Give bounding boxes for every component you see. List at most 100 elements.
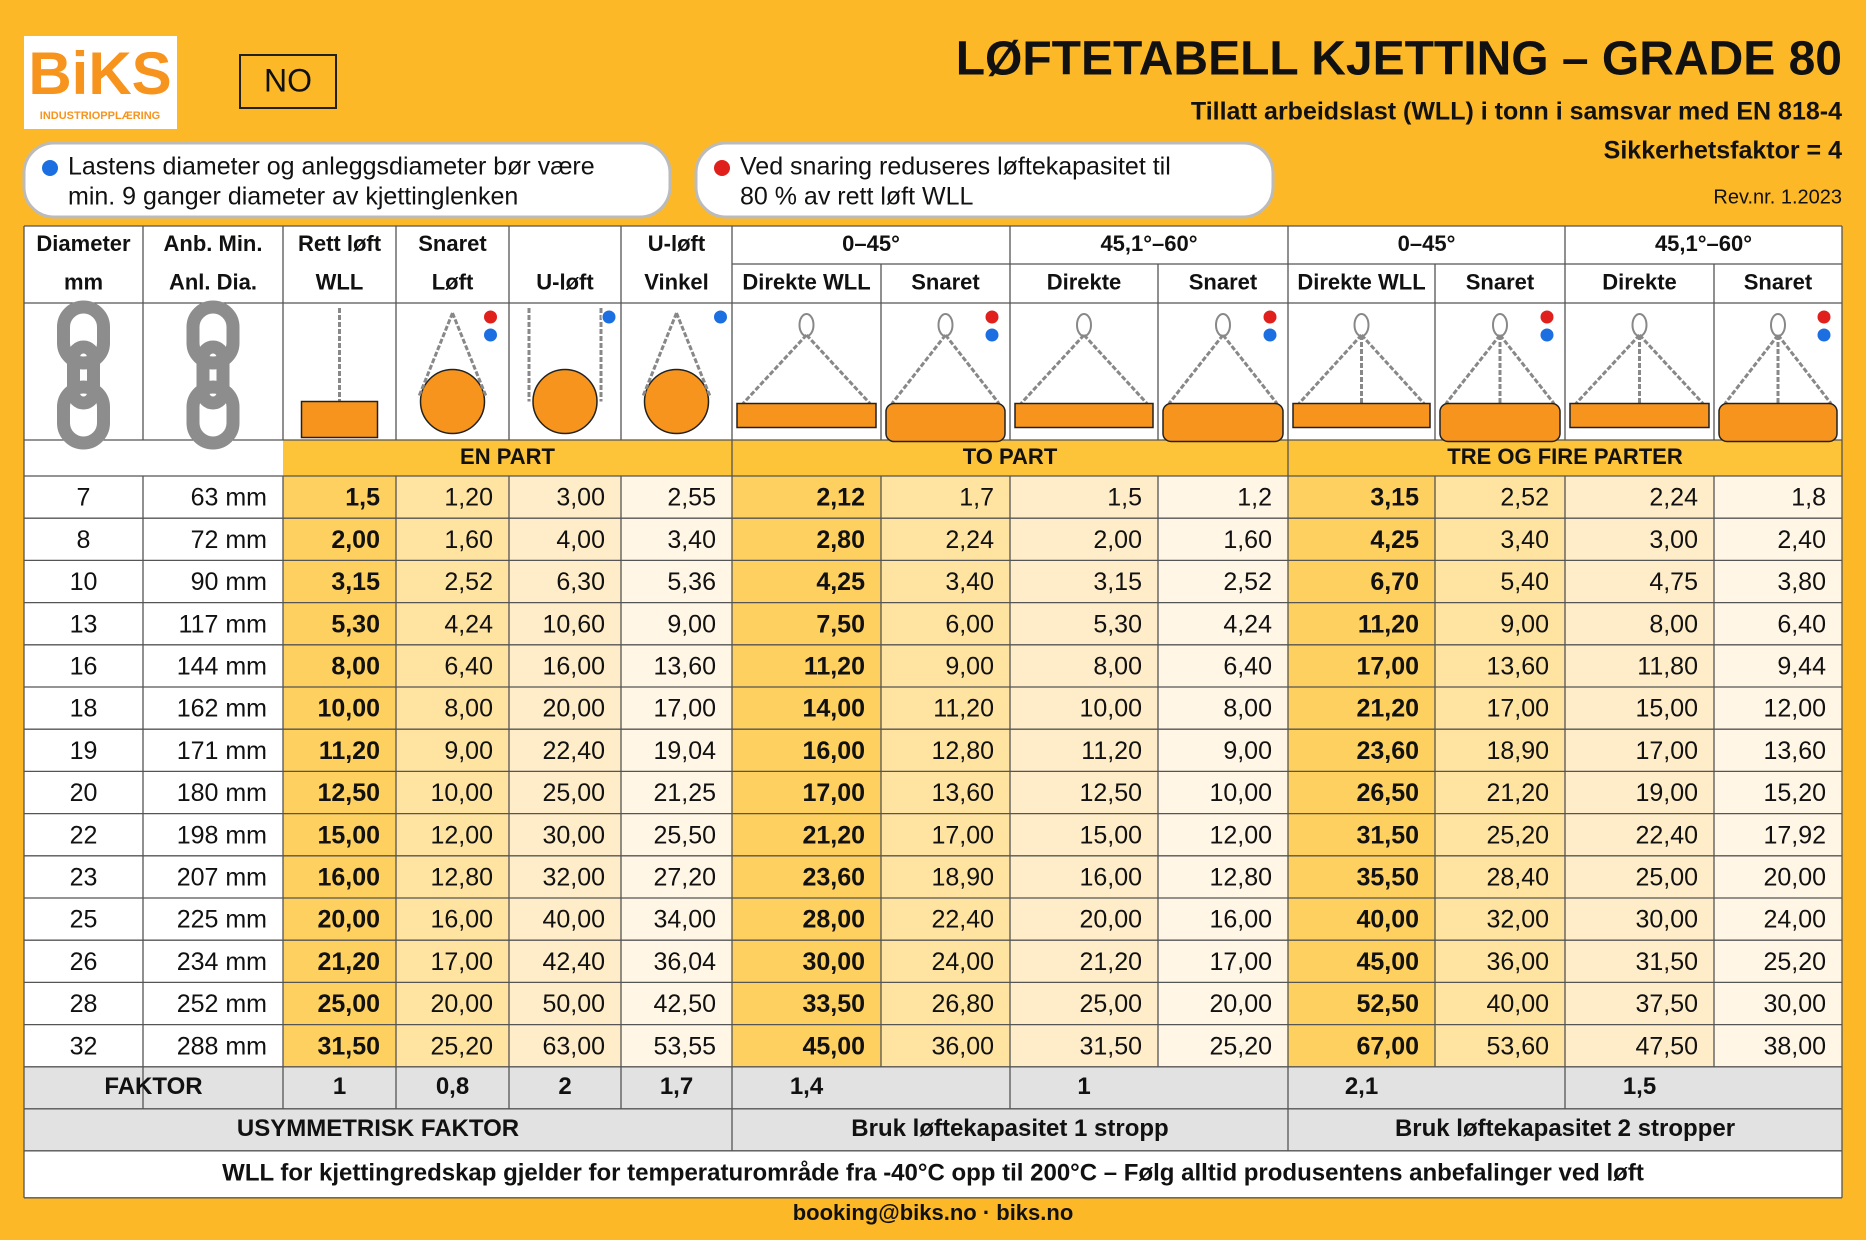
cell: 288 mm [177,1032,267,1060]
hook [937,313,954,337]
blue-dot [713,309,728,325]
hook [1631,313,1648,337]
note-line: min. 9 ganger diameter av kjettinglenken [68,183,518,211]
cell: 2,12 [816,484,865,512]
cell: 19 [70,737,98,765]
cell: 22,40 [1635,821,1698,849]
cell: 53,60 [1486,1032,1549,1060]
cell: 12,80 [430,864,493,892]
cell: 8,00 [1649,610,1698,638]
chain [944,334,1001,405]
column-header: Anb. Min. [164,231,263,256]
factor: 1 [333,1073,346,1100]
cell: 31,50 [1356,821,1419,849]
load-bar [1014,402,1154,429]
sub-header: Snaret [911,269,980,294]
cell: 2,40 [1777,526,1826,554]
cell: 36,00 [1486,948,1549,976]
cell: 12,50 [317,779,380,807]
cell: 42,50 [653,990,716,1018]
note-pill [694,141,1275,219]
cell: 30,00 [802,948,865,976]
group-row-bg [283,440,1842,476]
chain [1444,334,1502,405]
footnote-bg [24,1150,1842,1198]
chain-link [186,300,240,370]
logo-box [24,36,177,129]
cell: 21,20 [1486,779,1549,807]
cell: 3,40 [667,526,716,554]
cell: 45,00 [802,1032,865,1060]
logo: BiKS [28,40,171,107]
cell: 11,20 [319,737,380,765]
cell: 4,25 [1370,526,1419,554]
note-pill [22,141,672,219]
cell: 10,00 [317,695,380,723]
sub-header: Direkte WLL [1297,269,1425,294]
load-cylinder [885,402,1006,443]
cell: 28,40 [1486,864,1549,892]
language-box [239,54,337,109]
factor-label: FAKTOR [104,1073,202,1100]
cell: 162 mm [177,695,267,723]
hook [1492,313,1508,337]
red-dot [714,160,730,176]
chain [805,333,872,405]
cell: 25,20 [1209,1032,1272,1060]
hook [798,313,815,337]
cell: 2,00 [1093,526,1142,554]
cell: 117 mm [179,610,267,638]
cell: 17,92 [1763,821,1826,849]
cell: 20 [70,779,98,807]
angle-header: 0–45° [1398,231,1456,256]
factor: 1,4 [790,1073,824,1100]
load-round [532,368,598,435]
hook [1215,313,1231,337]
cell: 52,50 [1356,990,1419,1018]
blue-dot [42,160,58,176]
column-header: U-løft [648,231,706,256]
cell: 7 [77,484,91,512]
cell: 34,00 [653,906,716,934]
chain-link [186,380,240,450]
cell: 19,00 [1635,779,1698,807]
cell: 6,40 [1777,610,1826,638]
chain [1167,334,1225,405]
cell: 198 mm [177,821,267,849]
cell: 5,40 [1500,568,1549,596]
cell: 17,00 [1209,948,1272,976]
cell: 4,25 [816,568,865,596]
cell: 20,00 [1763,864,1826,892]
chain-link [67,340,100,410]
cell: 1,60 [444,526,493,554]
cell: 26,80 [931,990,994,1018]
subtitle: Tillatt arbeidslast (WLL) i tonn i samsv… [1191,98,1842,126]
load-box [300,400,379,439]
column-header: U-løft [536,269,594,294]
note-line: 80 % av rett løft WLL [740,183,974,211]
cell: 20,00 [1209,990,1272,1018]
cell: 38,00 [1763,1032,1826,1060]
cell: 9,44 [1777,653,1826,681]
cell: 31,50 [1635,948,1698,976]
footnote: WLL for kjettingredskap gjelder for temp… [222,1160,1644,1187]
cell: 207 mm [177,864,267,892]
note-line: Lastens diameter og anleggsdiameter bør … [68,153,595,181]
factor: 1,7 [660,1073,693,1100]
cell: 12,80 [1209,864,1272,892]
cell: 53,55 [653,1032,716,1060]
angle-header: 45,1°–60° [1655,231,1752,256]
cell: 40,00 [1486,990,1549,1018]
cell: 9,00 [945,653,994,681]
hook [1076,313,1092,337]
cell: 30,00 [1763,990,1826,1018]
column-header: Rett løft [298,231,382,256]
cell: 18,90 [1486,737,1549,765]
red-dot [1816,309,1832,325]
angle-header: 0–45° [842,231,900,256]
cell: 9,00 [667,610,716,638]
asymmetric-note: Bruk løftekapasitet 2 stropper [1395,1115,1735,1142]
factor: 2 [558,1073,571,1100]
cell: 40,00 [1356,906,1419,934]
cell: 15,20 [1763,779,1826,807]
